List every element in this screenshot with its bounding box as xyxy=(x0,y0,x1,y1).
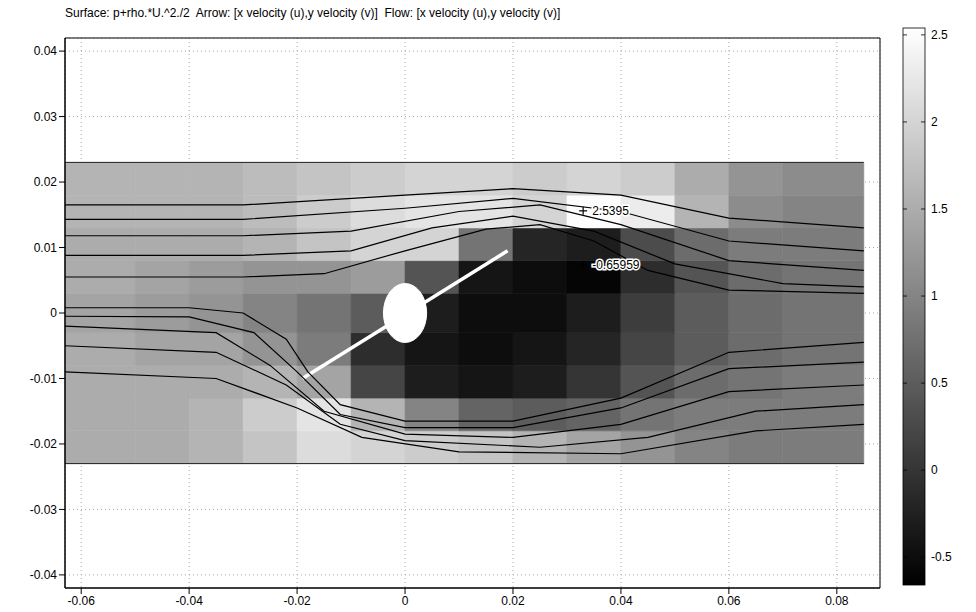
svg-text:0.08: 0.08 xyxy=(825,594,849,608)
html-text:Surface: p+rho.*U.^2./2 Arrow:: Surface: p+rho.*U.^2./2 Arrow: [x veloci… xyxy=(65,6,561,20)
svg-text:0.04: 0.04 xyxy=(34,44,58,58)
svg-text:-0.03: -0.03 xyxy=(30,503,58,517)
svg-text:-0.02: -0.02 xyxy=(283,594,311,608)
svg-text:0.06: 0.06 xyxy=(717,594,741,608)
svg-text:0: 0 xyxy=(402,594,409,608)
svg-text:-0.5: -0.5 xyxy=(931,550,952,564)
svg-text:0.03: 0.03 xyxy=(34,110,58,124)
svg-text:-0.01: -0.01 xyxy=(30,372,58,386)
svg-text:1.5: 1.5 xyxy=(931,202,948,216)
svg-text:0: 0 xyxy=(50,306,57,320)
svg-text:0.04: 0.04 xyxy=(609,594,633,608)
svg-text:0.5: 0.5 xyxy=(931,376,948,390)
svg-text:0: 0 xyxy=(931,463,938,477)
svg-text:2.5395: 2.5395 xyxy=(592,204,629,218)
svg-text:-0.65959: -0.65959 xyxy=(592,258,640,272)
svg-text:2: 2 xyxy=(931,115,938,129)
svg-text:2.5: 2.5 xyxy=(931,28,948,42)
svg-text:0.02: 0.02 xyxy=(501,594,525,608)
svg-text:-0.04: -0.04 xyxy=(30,568,58,582)
svg-text:0.01: 0.01 xyxy=(34,241,58,255)
svg-text:1: 1 xyxy=(931,289,938,303)
svg-text:-0.02: -0.02 xyxy=(30,437,58,451)
svg-text:-0.06: -0.06 xyxy=(68,594,96,608)
svg-text:-0.04: -0.04 xyxy=(175,594,203,608)
svg-text:0.02: 0.02 xyxy=(34,175,58,189)
